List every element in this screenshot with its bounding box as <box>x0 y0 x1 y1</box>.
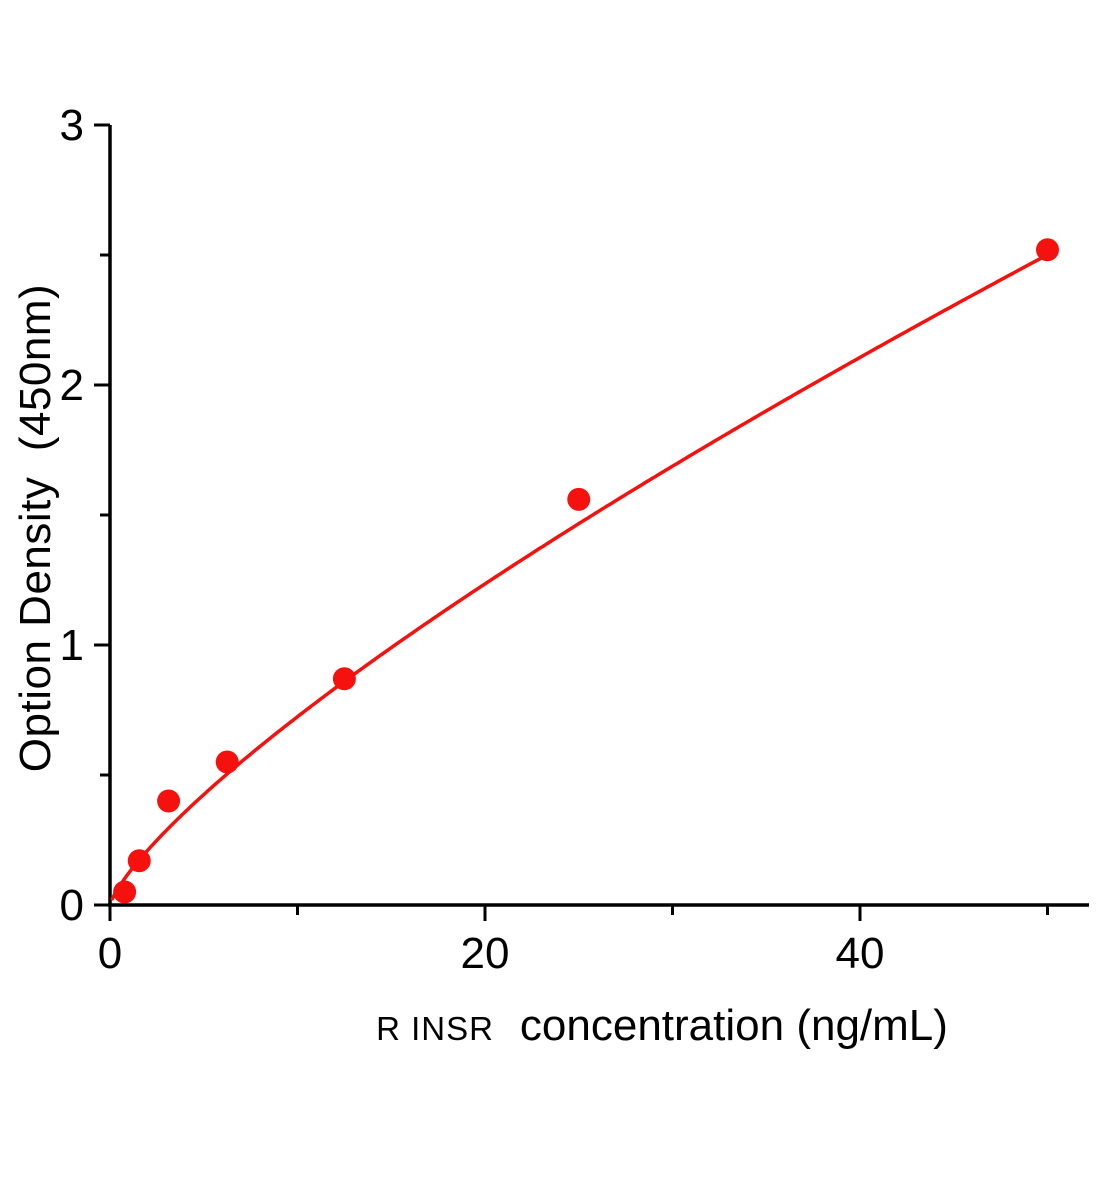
y-tick-label: 0 <box>60 881 84 930</box>
data-point <box>127 849 151 873</box>
data-point <box>113 880 137 904</box>
x-axis-title-prefix: R INSR <box>376 1010 494 1047</box>
x-axis-title: R INSR concentration (ng/mL) <box>376 1001 948 1051</box>
x-axis-title-main: concentration (ng/mL) <box>519 1001 948 1050</box>
data-point <box>157 789 181 813</box>
fit-curve <box>110 252 1051 901</box>
data-point <box>567 487 591 511</box>
y-tick-label: 2 <box>60 361 84 410</box>
y-axis-title: Option Density (450nm) <box>11 283 60 773</box>
x-tick-label: 40 <box>836 929 885 978</box>
y-tick-label: 1 <box>60 621 84 670</box>
y-tick-label: 3 <box>60 101 84 150</box>
data-point <box>215 750 239 774</box>
data-point <box>332 667 356 691</box>
data-point <box>1036 238 1059 262</box>
x-tick-label: 20 <box>461 929 510 978</box>
x-tick-label: 0 <box>98 929 122 978</box>
